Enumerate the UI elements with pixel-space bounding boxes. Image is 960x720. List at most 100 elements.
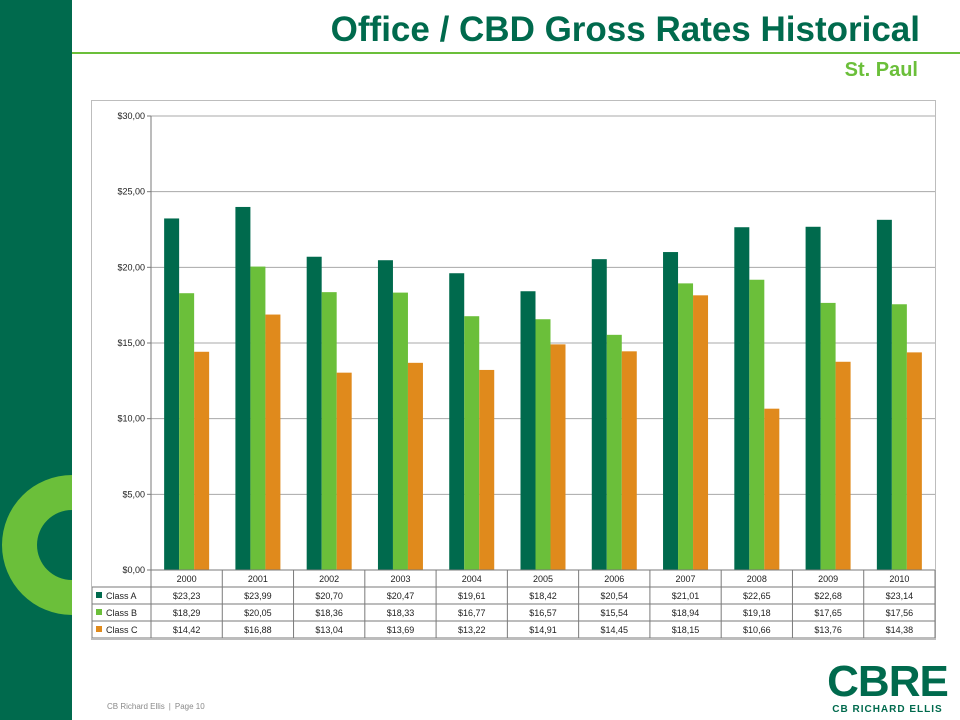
bar-class-a (734, 227, 750, 570)
data-label: $10,66 (743, 625, 771, 635)
bar-class-a (520, 291, 536, 570)
bar-class-c (764, 408, 780, 570)
bar-class-c (479, 369, 495, 570)
legend-label: Class C (106, 625, 138, 635)
data-label: $16,77 (458, 608, 486, 618)
data-label: $13,22 (458, 625, 486, 635)
y-tick-label: $15,00 (117, 338, 145, 348)
x-tick-label: 2009 (818, 574, 838, 584)
bar-class-b (179, 293, 195, 570)
x-tick-label: 2008 (747, 574, 767, 584)
data-label: $23,23 (173, 591, 201, 601)
bar-class-b (464, 316, 480, 570)
data-label: $13,76 (814, 625, 842, 635)
bar-class-c (621, 351, 637, 570)
data-label: $15,54 (601, 608, 629, 618)
y-tick-label: $10,00 (117, 414, 145, 424)
data-label: $17,56 (886, 608, 914, 618)
x-tick-label: 2004 (462, 574, 482, 584)
data-label: $14,42 (173, 625, 201, 635)
y-tick-label: $0,00 (122, 565, 145, 575)
data-label: $17,65 (814, 608, 842, 618)
data-label: $23,99 (244, 591, 272, 601)
bar-class-c (194, 351, 210, 570)
bar-class-c (550, 344, 566, 570)
bar-class-c (693, 295, 709, 570)
bar-class-b (820, 302, 836, 570)
data-label: $19,18 (743, 608, 771, 618)
bar-class-b (321, 292, 337, 570)
data-label: $22,68 (814, 591, 842, 601)
logo-mark: CBRE (827, 657, 949, 706)
data-label: $18,33 (387, 608, 415, 618)
bar-class-b (392, 292, 408, 570)
x-tick-label: 2010 (889, 574, 909, 584)
data-label: $14,91 (529, 625, 557, 635)
data-label: $18,94 (672, 608, 700, 618)
legend-label: Class A (106, 591, 137, 601)
bar-class-c (265, 314, 281, 570)
title-underline (72, 52, 960, 54)
footer-separator: | (168, 702, 171, 711)
bar-class-c (407, 362, 423, 570)
x-tick-label: 2000 (177, 574, 197, 584)
bar-chart: $0,00 $5,00 $10,00 $15,00 $20,00 $25,00 $30,00… (92, 111, 936, 639)
y-tick-label: $5,00 (122, 489, 145, 499)
data-label: $22,65 (743, 591, 771, 601)
bar-class-b (749, 279, 765, 570)
bar-class-a (164, 218, 180, 570)
page-subtitle: St. Paul (844, 59, 918, 81)
y-tick-label: $30,00 (117, 111, 145, 121)
bar-class-a (805, 226, 821, 570)
bar-class-c (906, 352, 922, 570)
data-label: $20,70 (315, 591, 343, 601)
data-label: $13,69 (387, 625, 415, 635)
data-label: $21,01 (672, 591, 700, 601)
logo-subtext: CB RICHARD ELLIS (832, 704, 943, 715)
data-label: $16,57 (529, 608, 557, 618)
bar-class-b (606, 334, 622, 570)
bar-class-b (535, 319, 551, 570)
bar-class-b (678, 283, 694, 570)
data-label: $14,45 (601, 625, 629, 635)
x-tick-label: 2002 (319, 574, 339, 584)
bar-class-a (377, 260, 393, 570)
decorative-arc (0, 470, 72, 620)
legend-key (96, 592, 102, 598)
data-label: $14,38 (886, 625, 914, 635)
data-label: $20,05 (244, 608, 272, 618)
x-tick-label: 2006 (604, 574, 624, 584)
data-label: $18,15 (672, 625, 700, 635)
page-title: Office / CBD Gross Rates Historical (330, 10, 920, 49)
data-label: $20,54 (601, 591, 629, 601)
data-label: $18,42 (529, 591, 557, 601)
y-tick-label: $25,00 (117, 187, 145, 197)
x-tick-label: 2003 (390, 574, 410, 584)
footer-company: CB Richard Ellis (107, 702, 165, 711)
x-tick-label: 2007 (676, 574, 696, 584)
data-label: $18,29 (173, 608, 201, 618)
x-tick-label: 2001 (248, 574, 268, 584)
cbre-logo: CBRE CB RICHARD ELLIS (825, 657, 950, 716)
chart-frame: $0,00 $5,00 $10,00 $15,00 $20,00 $25,00 $30,00… (91, 100, 936, 640)
bar-class-c (336, 372, 352, 570)
data-label: $18,36 (315, 608, 343, 618)
bar-class-a (876, 219, 892, 570)
data-label: $20,47 (387, 591, 415, 601)
bar-class-b (250, 266, 266, 570)
x-tick-label: 2005 (533, 574, 553, 584)
legend-key (96, 609, 102, 615)
data-label: $19,61 (458, 591, 486, 601)
bar-class-a (591, 259, 607, 570)
y-tick-label: $20,00 (117, 262, 145, 272)
bar-class-b (891, 304, 907, 570)
legend-key (96, 626, 102, 632)
bar-class-c (835, 361, 851, 570)
bar-class-a (663, 252, 679, 571)
legend-label: Class B (106, 608, 137, 618)
data-label: $13,04 (315, 625, 343, 635)
bar-class-a (235, 206, 251, 570)
data-label: $23,14 (886, 591, 914, 601)
footer: CB Richard Ellis | Page 10 (107, 702, 205, 711)
bar-class-a (306, 256, 322, 570)
